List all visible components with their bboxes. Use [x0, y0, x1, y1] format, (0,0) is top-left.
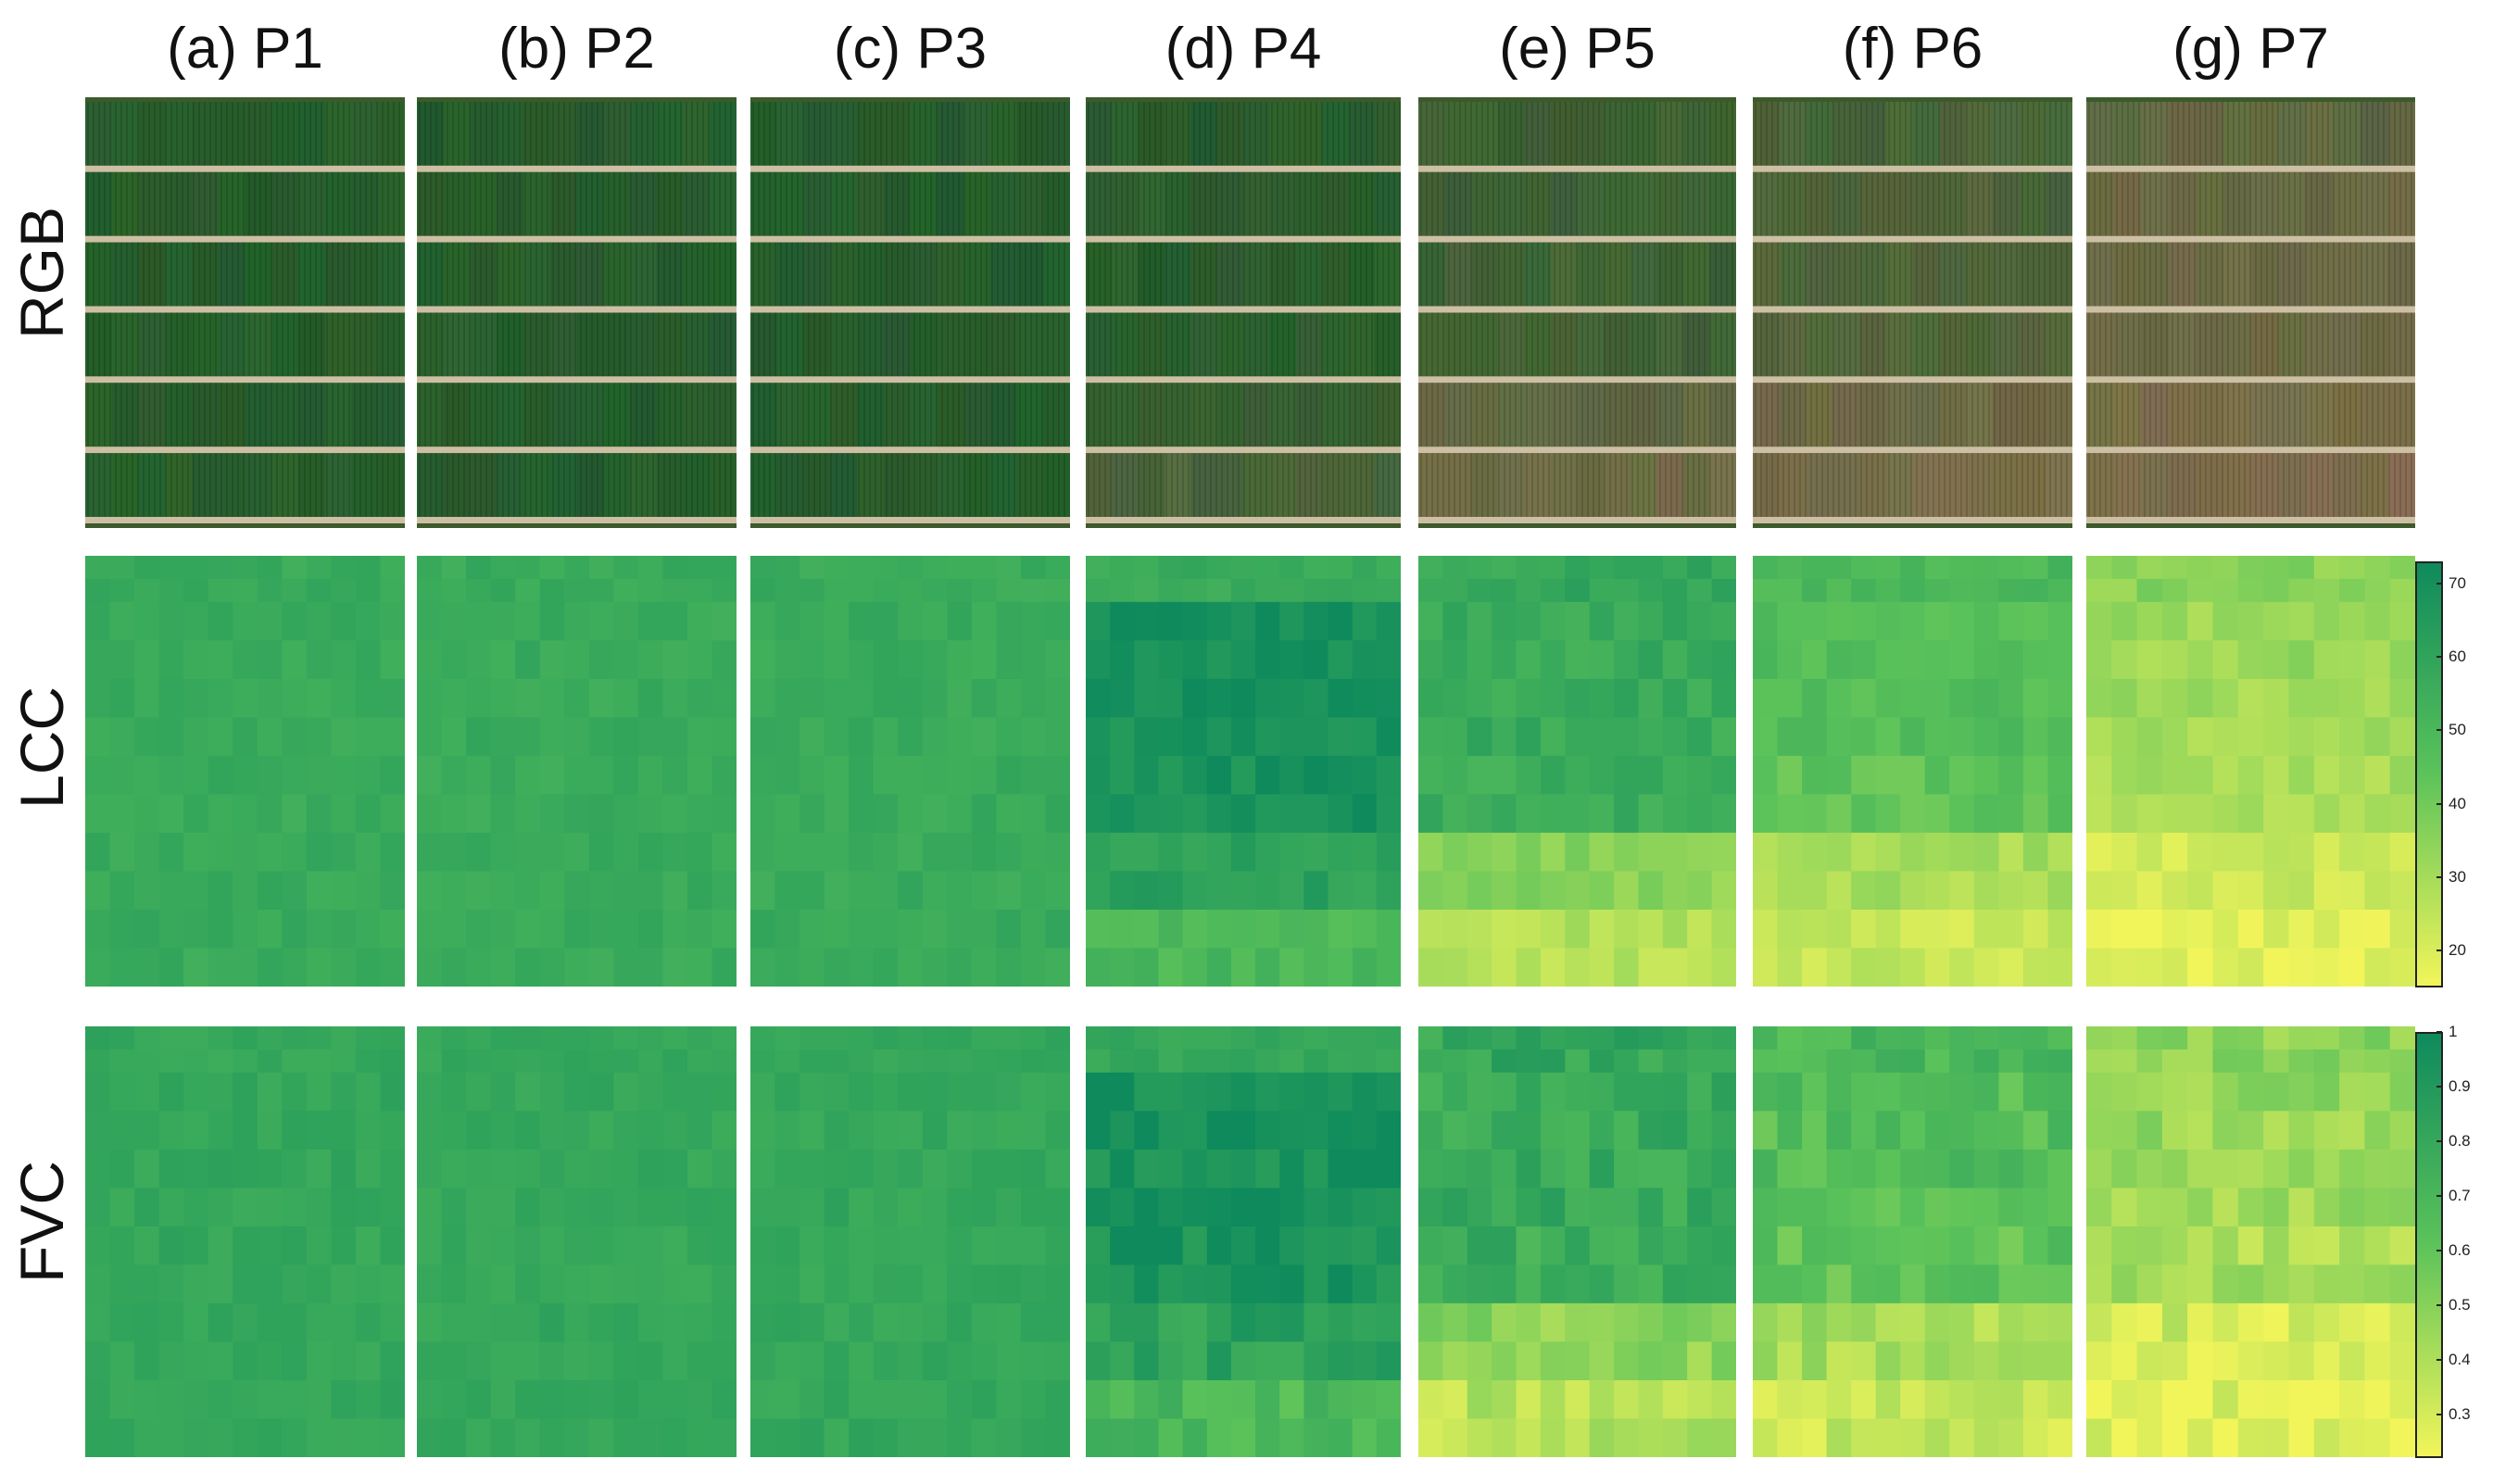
rgb-panel-p6 [1753, 97, 2072, 528]
fvc-panel-p2 [417, 1026, 737, 1457]
lcc-image-p4 [1086, 556, 1401, 987]
fvc-image-p1 [85, 1026, 405, 1457]
fvc-colorbar-tick-label: 0.5 [2449, 1295, 2471, 1314]
lcc-colorbar-tick-mark [2436, 876, 2442, 879]
rgb-image-p4 [1086, 97, 1401, 528]
fvc-colorbar-tick-label: 1 [2449, 1023, 2458, 1040]
fvc-image-p2 [417, 1026, 737, 1457]
lcc-panel-p3 [750, 556, 1070, 987]
rgb-panel-p5 [1418, 97, 1736, 528]
lcc-colorbar-tick-mark [2436, 950, 2442, 952]
lcc-colorbar-tick-label: 50 [2449, 721, 2466, 739]
lcc-panel-p5 [1418, 556, 1736, 987]
row-label-fvc: FVC [7, 1161, 76, 1283]
column-title-p3: (c) P3 [833, 17, 988, 81]
lcc-image-p1 [85, 556, 405, 987]
lcc-image-p3 [750, 556, 1070, 987]
lcc-panel-p2 [417, 556, 737, 987]
fvc-colorbar-tick-mark [2436, 1303, 2442, 1306]
lcc-colorbar-tick-mark [2436, 582, 2442, 585]
column-title-p5: (e) P5 [1499, 17, 1656, 81]
fvc-image-p7 [2086, 1026, 2415, 1457]
lcc-image-p5 [1418, 556, 1736, 987]
rgb-panel-p7 [2086, 97, 2415, 528]
lcc-panel-p6 [1753, 556, 2072, 987]
fvc-panel-p5 [1418, 1026, 1736, 1457]
column-title-p7: (g) P7 [2172, 17, 2329, 81]
rgb-image-p5 [1418, 97, 1736, 528]
lcc-colorbar-tick-mark [2436, 656, 2442, 659]
row-label-lcc: LCC [7, 685, 76, 809]
rgb-image-p3 [750, 97, 1070, 528]
fvc-colorbar-tick-mark [2436, 1139, 2442, 1142]
rgb-image-p1 [85, 97, 405, 528]
fvc-panel-p1 [85, 1026, 405, 1457]
fvc-panel-p6 [1753, 1026, 2072, 1457]
rgb-image-p6 [1753, 97, 2072, 528]
fvc-colorbar-tick-label: 0.6 [2449, 1240, 2471, 1259]
fvc-colorbar-tick-mark [2436, 1413, 2442, 1415]
lcc-colorbar-tick-label: 60 [2449, 648, 2466, 666]
fvc-colorbar-tick-label: 0.8 [2449, 1131, 2471, 1150]
lcc-colorbar-tick-label: 20 [2449, 941, 2466, 960]
fvc-colorbar-tick-mark [2436, 1249, 2442, 1251]
lcc-panel-p7 [2086, 556, 2415, 987]
fvc-colorbar-tick-mark [2436, 1358, 2442, 1361]
lcc-colorbar-tick-label: 30 [2449, 868, 2466, 887]
column-title-p6: (f) P6 [1842, 17, 1983, 81]
lcc-image-p6 [1753, 556, 2072, 987]
rgb-panel-p1 [85, 97, 405, 528]
fvc-colorbar-tick-label: 0.3 [2449, 1404, 2471, 1423]
fvc-image-p6 [1753, 1026, 2072, 1457]
lcc-panel-p1 [85, 556, 405, 987]
lcc-colorbar-tick-mark [2436, 729, 2442, 732]
rgb-image-p7 [2086, 97, 2415, 528]
lcc-colorbar-tick-label: 70 [2449, 573, 2466, 592]
row-label-rgb: RGB [7, 206, 76, 339]
fvc-colorbar [2415, 1032, 2443, 1458]
rgb-panel-p3 [750, 97, 1070, 528]
fvc-colorbar-tick-label: 0.7 [2449, 1186, 2471, 1204]
fvc-colorbar-tick-mark [2436, 1085, 2442, 1088]
fvc-colorbar-tick-label: 0.4 [2449, 1350, 2471, 1368]
lcc-image-p7 [2086, 556, 2415, 987]
column-title-p1: (a) P1 [167, 17, 323, 81]
fvc-colorbar-tick-label: 0.9 [2449, 1076, 2471, 1095]
fvc-image-p5 [1418, 1026, 1736, 1457]
fvc-colorbar-tick-mark [2436, 1031, 2442, 1033]
fvc-panel-p3 [750, 1026, 1070, 1457]
column-title-p2: (b) P2 [498, 17, 655, 81]
fvc-image-p4 [1086, 1026, 1401, 1457]
lcc-colorbar-tick-label: 40 [2449, 794, 2466, 812]
rgb-image-p2 [417, 97, 737, 528]
rgb-panel-p4 [1086, 97, 1401, 528]
rgb-panel-p2 [417, 97, 737, 528]
lcc-colorbar [2415, 561, 2443, 987]
fvc-panel-p7 [2086, 1026, 2415, 1457]
fvc-panel-p4 [1086, 1026, 1401, 1457]
lcc-panel-p4 [1086, 556, 1401, 987]
lcc-colorbar-tick-mark [2436, 802, 2442, 805]
fvc-image-p3 [750, 1026, 1070, 1457]
lcc-image-p2 [417, 556, 737, 987]
fvc-colorbar-tick-mark [2436, 1194, 2442, 1197]
column-title-p4: (d) P4 [1165, 17, 1322, 81]
